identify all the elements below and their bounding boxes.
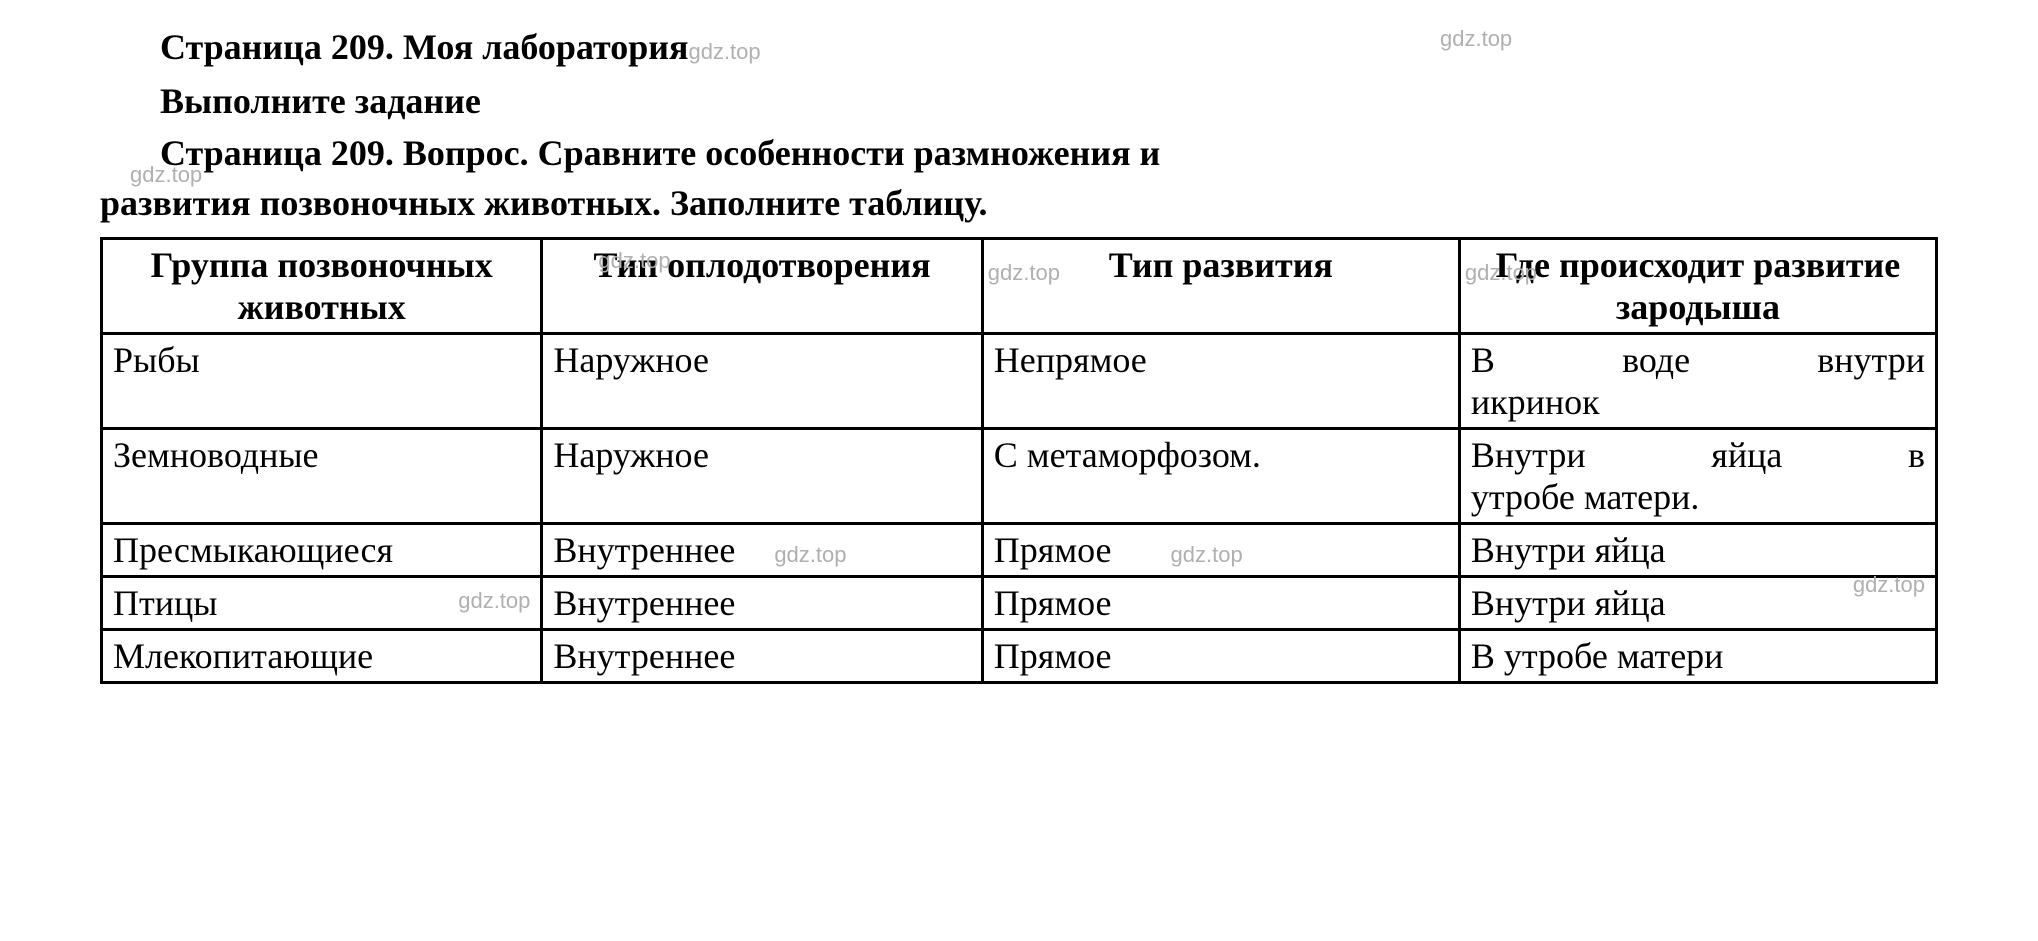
cell-r1-c1: Наружное: [542, 428, 982, 523]
cell-r2-c2: Прямое gdz.top: [982, 523, 1459, 576]
comparison-table: Группа позвоночных животных gdz.top Тип …: [100, 237, 1938, 684]
cell-r1-c0: Земноводные: [102, 428, 542, 523]
cell-r2-c0: Пресмыкающиеся: [102, 523, 542, 576]
table-header-4: gdz.top Где происходит развитие зародыша: [1459, 238, 1936, 333]
cell-r2-c2-text: Прямое: [994, 530, 1112, 570]
header-3-text: Тип развития: [1109, 245, 1333, 285]
cell-r0-c1: Наружное: [542, 333, 982, 428]
table-row: Млекопитающие Внутреннее Прямое В утробе…: [102, 629, 1937, 682]
cell-r2-c1-text: Внутреннее: [553, 530, 735, 570]
cell-r1-c2: С метаморфозом.: [982, 428, 1459, 523]
table-header-row: Группа позвоночных животных gdz.top Тип …: [102, 238, 1937, 333]
heading-1-text: Страница 209. Моя лаборатория: [160, 27, 688, 67]
watermark-h2: gdz.top: [598, 248, 670, 274]
table-row: Пресмыкающиеся Внутреннее gdz.top Прямое…: [102, 523, 1937, 576]
cell-r0-c3-l1: В воде внутри: [1471, 339, 1925, 381]
cell-r4-c1: Внутреннее: [542, 629, 982, 682]
cell-r1-c3-l1: Внутри яйца в: [1471, 434, 1925, 476]
cell-r3-c2: Прямое: [982, 576, 1459, 629]
watermark-r2c2: gdz.top: [1171, 542, 1243, 567]
cell-r3-c0-text: Птицы: [113, 583, 217, 623]
watermark-h4: gdz.top: [1465, 260, 1537, 286]
document-header: Страница 209. Моя лабораторияgdz.top gdz…: [100, 20, 1938, 229]
cell-r3-c3-text: Внутри яйца: [1471, 583, 1666, 623]
cell-r0-c3-l2: икринок: [1471, 381, 1925, 423]
watermark-1: gdz.top: [688, 39, 760, 64]
cell-r1-c3: Внутри яйца вутробе матери.: [1459, 428, 1936, 523]
question-text-2: развития позвоночных животных. Заполните…: [100, 183, 987, 223]
question-line-2: gdz.top развития позвоночных животных. З…: [100, 178, 1938, 228]
table-row: Рыбы Наружное Непрямое В воде внутриикри…: [102, 333, 1937, 428]
cell-r4-c2: Прямое: [982, 629, 1459, 682]
watermark-2: gdz.top: [1380, 22, 1512, 55]
cell-r2-c3: Внутри яйца: [1459, 523, 1936, 576]
cell-r1-c3-l2: утробе матери.: [1471, 476, 1925, 518]
table-header-2: gdz.top Тип оплодотворения: [542, 238, 982, 333]
question-line-1: Страница 209. Вопрос. Сравните особеннос…: [100, 128, 1938, 178]
cell-r4-c3: В утробе матери: [1459, 629, 1936, 682]
cell-r2-c1: Внутреннее gdz.top: [542, 523, 982, 576]
watermark-3: gdz.top: [130, 160, 202, 191]
heading-2-text: Выполните задание: [160, 81, 481, 121]
cell-r3-c3: Внутри яйца gdz.top: [1459, 576, 1936, 629]
watermark-r3c0: gdz.top: [458, 588, 530, 614]
watermark-h3: gdz.top: [988, 260, 1060, 286]
cell-r3-c0: Птицы gdz.top: [102, 576, 542, 629]
table-row: Птицы gdz.top Внутреннее Прямое Внутри я…: [102, 576, 1937, 629]
watermark-r2c1: gdz.top: [774, 542, 846, 567]
header-1-text: Группа позвоночных животных: [151, 245, 493, 327]
heading-line-1: Страница 209. Моя лабораторияgdz.top gdz…: [100, 20, 1938, 74]
cell-r3-c1: Внутреннее: [542, 576, 982, 629]
cell-r0-c2: Непрямое: [982, 333, 1459, 428]
heading-line-2: Выполните задание: [100, 74, 1938, 128]
table-row: Земноводные Наружное С метаморфозом. Вну…: [102, 428, 1937, 523]
table-header-3: gdz.top Тип развития: [982, 238, 1459, 333]
table-body: Рыбы Наружное Непрямое В воде внутриикри…: [102, 333, 1937, 682]
cell-r4-c0: Млекопитающие: [102, 629, 542, 682]
table-header-1: Группа позвоночных животных: [102, 238, 542, 333]
cell-r0-c3: В воде внутриикринок: [1459, 333, 1936, 428]
watermark-r3c3: gdz.top: [1853, 572, 1925, 598]
header-4-text: Где происходит развитие зародыша: [1496, 245, 1901, 327]
cell-r0-c0: Рыбы: [102, 333, 542, 428]
question-text-1: Страница 209. Вопрос. Сравните особеннос…: [160, 133, 1160, 173]
